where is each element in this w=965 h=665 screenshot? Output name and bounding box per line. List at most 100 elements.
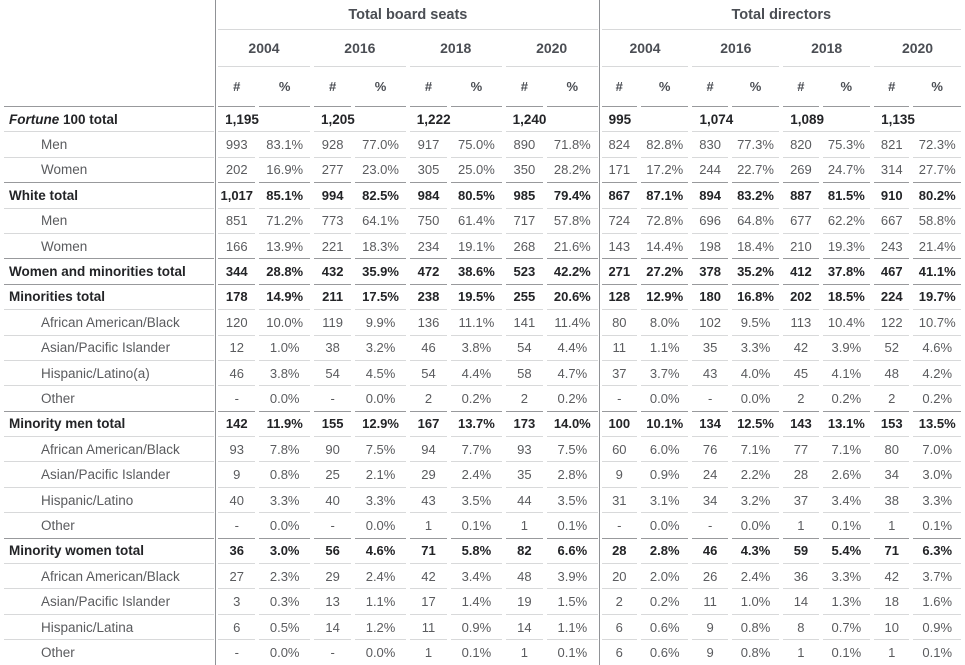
percent-cell: 4.4% — [451, 361, 502, 387]
count-cell: 93 — [218, 437, 256, 463]
percent-cell: 75.3% — [822, 132, 871, 158]
percent-cell: 18.4% — [731, 234, 780, 260]
percent-symbol-header: % — [547, 67, 598, 107]
count-symbol-header: # — [218, 67, 256, 107]
year-header-directors-2018: 2018 — [783, 30, 871, 67]
percent-cell: 3.7% — [640, 361, 689, 387]
percent-cell: 3.3% — [913, 488, 961, 514]
year-header-directors-2020: 2020 — [874, 30, 961, 67]
percent-cell: 3.3% — [259, 488, 310, 514]
percent-cell: 3.2% — [355, 336, 406, 361]
percent-cell: 3.0% — [259, 539, 310, 565]
table-row: Women 202 16.9% 277 23.0% 305 25.0% 350 28.2% 171… — [4, 158, 961, 184]
percent-cell: 0.0% — [640, 513, 689, 539]
percent-cell: 24.7% — [822, 158, 871, 184]
table-row: African American/Black 27 2.3% 29 2.4% 42 3.4%… — [4, 564, 961, 590]
count-cell: 14 — [505, 615, 544, 641]
count-cell: 221 — [313, 234, 352, 260]
percent-cell: 16.9% — [259, 158, 310, 184]
row-label: Asian/Pacific Islander — [4, 462, 215, 488]
count-cell: 6 — [601, 640, 637, 665]
percent-cell: 0.1% — [913, 640, 961, 665]
percent-cell: 1.1% — [640, 336, 689, 361]
count-cell: 26 — [692, 564, 728, 590]
percent-cell: 3.7% — [913, 564, 961, 590]
table-row: Hispanic/Latino 40 3.3% 40 3.3% 43 3.5% 44 3.5% 3… — [4, 488, 961, 514]
count-cell: 142 — [218, 412, 256, 438]
count-cell: 202 — [783, 285, 819, 311]
count-cell: 28 — [601, 539, 637, 565]
percent-cell: 72.3% — [913, 132, 961, 158]
table-row: Men 993 83.1% 928 77.0% 917 75.0% 890 71.8% 824 82… — [4, 132, 961, 158]
count-cell: 1 — [505, 640, 544, 665]
percent-cell: 37.8% — [822, 259, 871, 285]
count-cell: 2 — [783, 386, 819, 412]
table-row: Minority women total 36 3.0% 56 4.6% 71 5.8% 82… — [4, 539, 961, 565]
total-count-cell: 995 — [601, 107, 689, 133]
percent-cell: 0.0% — [640, 386, 689, 412]
count-cell: 38 — [313, 336, 352, 361]
italic-label-part: Fortune — [9, 111, 60, 127]
percent-cell: 0.9% — [913, 615, 961, 641]
percent-cell: 0.1% — [822, 640, 871, 665]
count-cell: 46 — [218, 361, 256, 387]
count-cell: 11 — [601, 336, 637, 361]
percent-cell: 3.3% — [355, 488, 406, 514]
count-cell: 994 — [313, 183, 352, 209]
total-count-cell: 1,222 — [409, 107, 502, 133]
row-label: White total — [4, 183, 215, 209]
percent-cell: 2.0% — [640, 564, 689, 590]
count-cell: 472 — [409, 259, 448, 285]
count-cell: 1,017 — [218, 183, 256, 209]
count-cell: 268 — [505, 234, 544, 260]
percent-cell: 82.8% — [640, 132, 689, 158]
percent-cell: 13.7% — [451, 412, 502, 438]
count-cell: 113 — [783, 310, 819, 336]
count-cell: 166 — [218, 234, 256, 260]
count-cell: 143 — [601, 234, 637, 260]
count-cell: - — [218, 386, 256, 412]
count-cell: 667 — [874, 209, 910, 234]
percent-cell: 64.1% — [355, 209, 406, 234]
year-header-board_seats-2020: 2020 — [505, 30, 598, 67]
count-cell: 42 — [409, 564, 448, 590]
percent-cell: 0.0% — [731, 513, 780, 539]
percent-symbol-header: % — [913, 67, 961, 107]
percent-cell: 38.6% — [451, 259, 502, 285]
percent-cell: 0.9% — [451, 615, 502, 641]
count-cell: - — [692, 386, 728, 412]
percent-cell: 0.0% — [259, 640, 310, 665]
percent-cell: 2.4% — [731, 564, 780, 590]
percent-cell: 0.0% — [355, 386, 406, 412]
table-row: White total 1,017 85.1% 994 82.5% 984 80.5% 985… — [4, 183, 961, 209]
count-symbol-header: # — [505, 67, 544, 107]
count-cell: 1 — [783, 513, 819, 539]
percent-symbol-header: % — [640, 67, 689, 107]
percent-cell: 9.9% — [355, 310, 406, 336]
percent-cell: 1.0% — [731, 589, 780, 615]
count-cell: 20 — [601, 564, 637, 590]
percent-cell: 0.9% — [640, 462, 689, 488]
row-label: Women — [4, 234, 215, 260]
percent-cell: 83.2% — [731, 183, 780, 209]
table-header: Total board seats Total directors 2004 20… — [4, 0, 961, 107]
percent-cell: 8.0% — [640, 310, 689, 336]
percent-cell: 25.0% — [451, 158, 502, 184]
percent-cell: 2.4% — [355, 564, 406, 590]
count-cell: 25 — [313, 462, 352, 488]
row-label: Other — [4, 513, 215, 539]
count-cell: 24 — [692, 462, 728, 488]
count-cell: 119 — [313, 310, 352, 336]
percent-cell: 1.2% — [355, 615, 406, 641]
count-cell: 54 — [505, 336, 544, 361]
count-cell: 14 — [783, 589, 819, 615]
count-cell: 80 — [601, 310, 637, 336]
count-cell: 985 — [505, 183, 544, 209]
count-cell: 255 — [505, 285, 544, 311]
year-header-board_seats-2018: 2018 — [409, 30, 502, 67]
percent-cell: 3.8% — [259, 361, 310, 387]
section-header-board-seats: Total board seats — [218, 0, 598, 30]
count-cell: 71 — [409, 539, 448, 565]
percent-cell: 4.4% — [547, 336, 598, 361]
percent-cell: 12.5% — [731, 412, 780, 438]
